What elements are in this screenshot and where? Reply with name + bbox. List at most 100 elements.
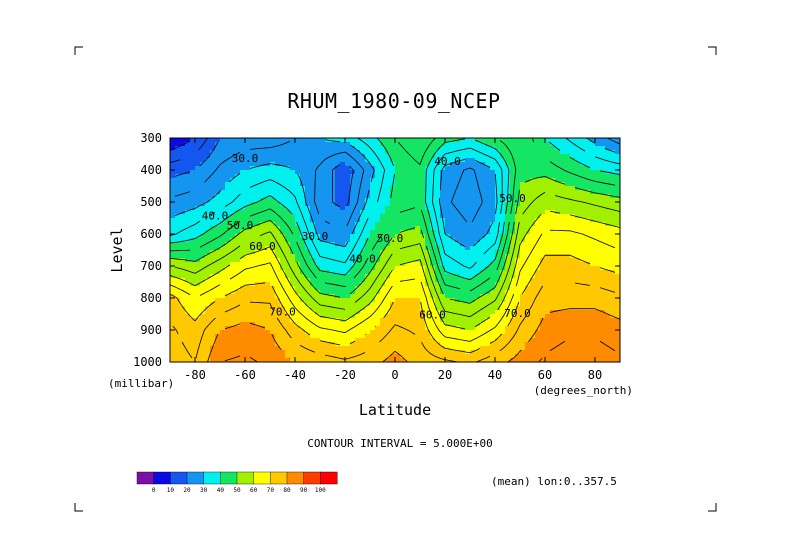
contour-cell [240, 290, 246, 295]
contour-cell [345, 298, 351, 303]
contour-cell [375, 230, 381, 235]
contour-cell [455, 302, 461, 307]
contour-cell [360, 286, 366, 291]
contour-cell [320, 334, 326, 339]
contour-cell [570, 278, 576, 283]
contour-cell [520, 178, 526, 183]
contour-cell [370, 342, 376, 347]
contour-cell [315, 298, 321, 303]
contour-cell [610, 146, 616, 151]
contour-cell [275, 222, 281, 227]
contour-cell [520, 282, 526, 287]
contour-cell [565, 202, 571, 207]
contour-cell [600, 338, 606, 343]
contour-cell [565, 314, 571, 319]
contour-cell [300, 242, 306, 247]
contour-cell [420, 226, 426, 231]
contour-cell [200, 178, 206, 183]
contour-cell [470, 250, 476, 255]
contour-cell [555, 354, 561, 359]
contour-cell [390, 278, 396, 283]
contour-cell [470, 294, 476, 299]
contour-cell [375, 158, 381, 163]
contour-cell [255, 166, 261, 171]
contour-cell [275, 154, 281, 159]
contour-cell [305, 330, 311, 335]
contour-cell [570, 202, 576, 207]
contour-cell [335, 154, 341, 159]
contour-cell [535, 306, 541, 311]
contour-cell [460, 222, 466, 227]
contour-cell [455, 206, 461, 211]
contour-cell [485, 174, 491, 179]
contour-cell [550, 306, 556, 311]
contour-cell [280, 354, 286, 359]
contour-cell [295, 142, 301, 147]
contour-cell [340, 154, 346, 159]
contour-cell [605, 346, 611, 351]
contour-cell [305, 250, 311, 255]
contour-cell [200, 230, 206, 235]
contour-cell [445, 322, 451, 327]
contour-cell [460, 286, 466, 291]
contour-cell [370, 246, 376, 251]
contour-cell [440, 230, 446, 235]
contour-cell [325, 210, 331, 215]
contour-cell [205, 142, 211, 147]
contour-cell [255, 218, 261, 223]
contour-cell [560, 294, 566, 299]
contour-cell [200, 182, 206, 187]
contour-cell [230, 278, 236, 283]
contour-cell [550, 350, 556, 355]
contour-cell [205, 310, 211, 315]
contour-cell [440, 194, 446, 199]
contour-cell [485, 270, 491, 275]
contour-cell [260, 302, 266, 307]
contour-cell [235, 250, 241, 255]
contour-cell [220, 222, 226, 227]
contour-cell [470, 234, 476, 239]
contour-cell [505, 266, 511, 271]
contour-cell [615, 270, 621, 275]
contour-cell [550, 326, 556, 331]
contour-cell [505, 286, 511, 291]
contour-cell [580, 170, 586, 175]
contour-cell [200, 302, 206, 307]
contour-cell [235, 218, 241, 223]
contour-cell [470, 302, 476, 307]
contour-cell [250, 222, 256, 227]
contour-cell [590, 346, 596, 351]
contour-cell [395, 238, 401, 243]
contour-cell [365, 162, 371, 167]
contour-cell [345, 254, 351, 259]
contour-cell [555, 306, 561, 311]
contour-cell [380, 170, 386, 175]
contour-cell [535, 274, 541, 279]
contour-cell [335, 338, 341, 343]
contour-cell [345, 154, 351, 159]
contour-cell [245, 354, 251, 359]
contour-cell [295, 146, 301, 151]
contour-cell [190, 250, 196, 255]
contour-cell [390, 322, 396, 327]
contour-cell [305, 314, 311, 319]
contour-cell [470, 354, 476, 359]
contour-cell [265, 158, 271, 163]
contour-cell [305, 142, 311, 147]
contour-cell [210, 338, 216, 343]
contour-cell [260, 322, 266, 327]
contour-cell [560, 194, 566, 199]
contour-cell [320, 322, 326, 327]
contour-cell [170, 210, 176, 215]
contour-cell [225, 178, 231, 183]
contour-cell [375, 150, 381, 155]
contour-cell [335, 162, 341, 167]
contour-cell [375, 354, 381, 359]
contour-cell [580, 286, 586, 291]
contour-cell [585, 186, 591, 191]
contour-cell [505, 258, 511, 263]
contour-cell [575, 178, 581, 183]
contour-cell [460, 334, 466, 339]
contour-cell [175, 226, 181, 231]
contour-cell [455, 334, 461, 339]
